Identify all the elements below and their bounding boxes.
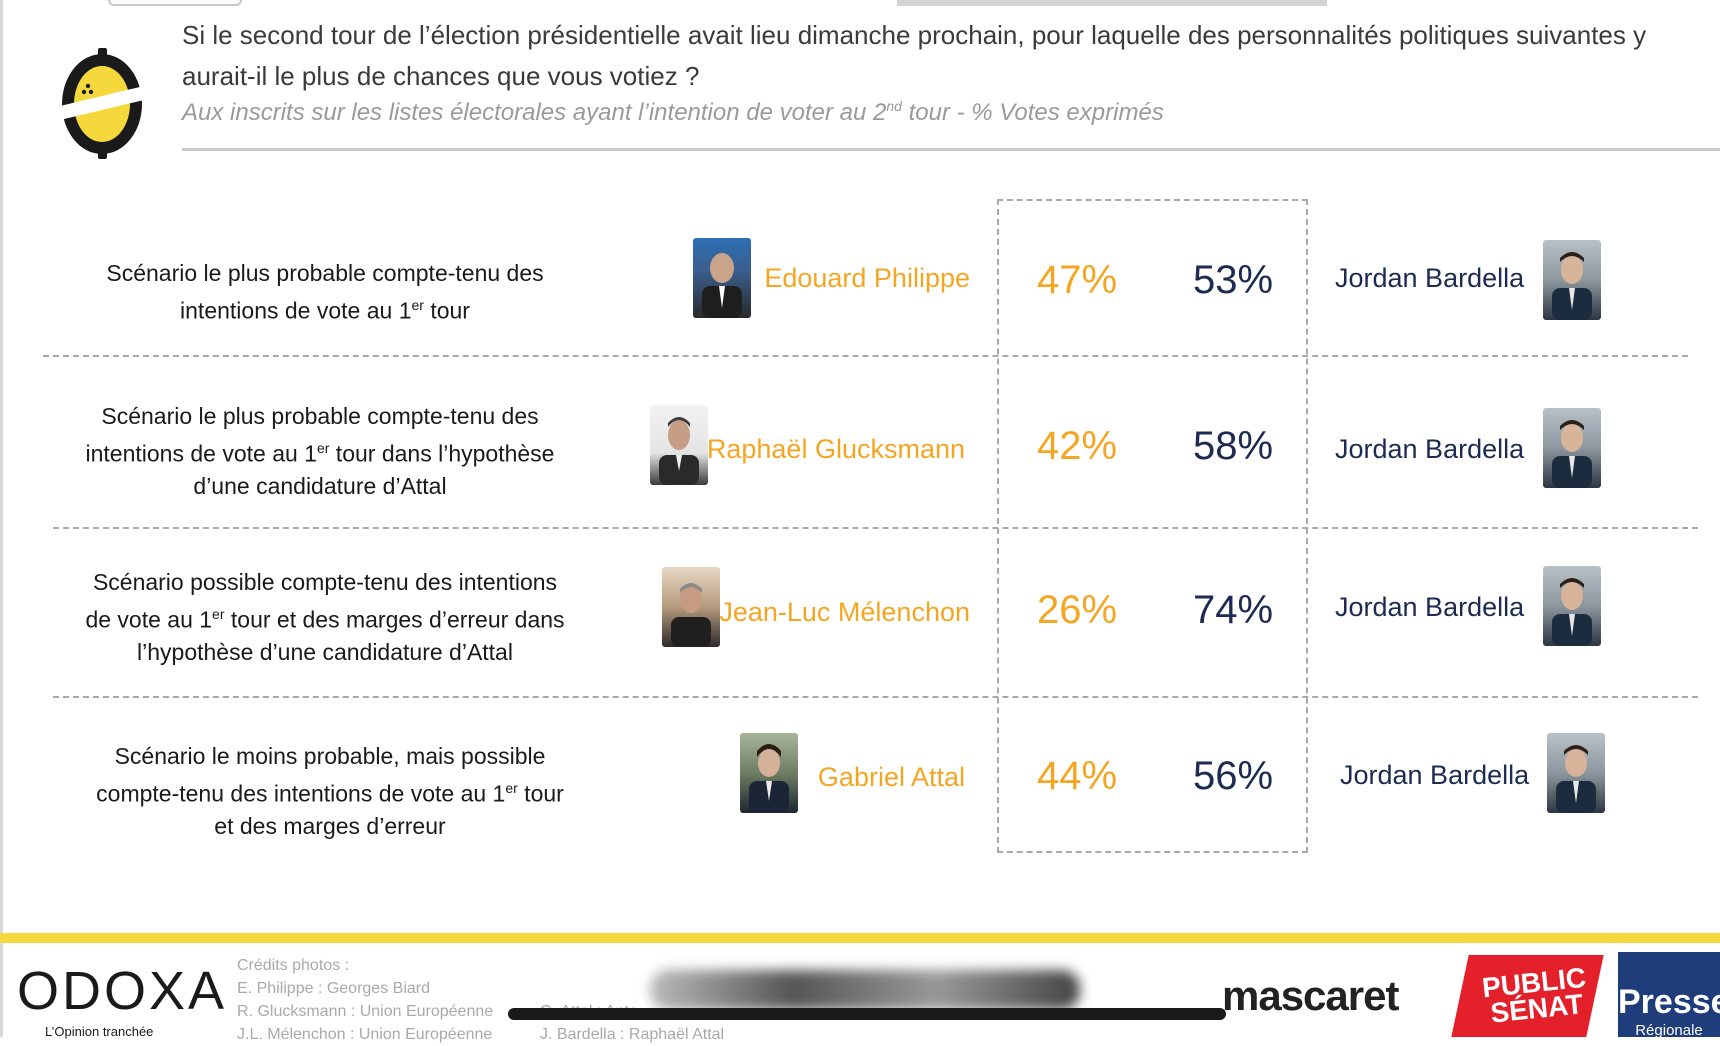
left-candidate-name: Gabriel Attal [817,762,965,792]
top-strip [897,0,1327,6]
presse-regionale-logo: Presse [1618,983,1720,1021]
left-candidate-name: Edouard Philippe [764,263,970,293]
row-divider [53,696,1698,698]
candidate-photo [693,238,751,318]
candidate-photo [1543,408,1601,488]
scenario-label: Scénario possible compte-tenu des intent… [85,569,565,665]
left-candidate-name: Raphaël Glucksmann [706,434,965,464]
right-percentage: 58% [1193,424,1274,468]
left-edge [0,0,3,1037]
right-candidate-name: Jordan Bardella [1340,760,1530,790]
row-divider [43,355,1688,357]
right-percentage: 56% [1193,754,1274,798]
left-percentage: 44% [1037,754,1118,798]
footer-band [0,933,1720,943]
candidate-photo [1543,566,1601,646]
left-percentage: 26% [1037,588,1118,632]
left-candidate-name: Jean-Luc Mélenchon [719,597,970,627]
photo-credits-bardella: J. Bardella : Raphaël Attal [540,1026,725,1043]
percent-column-box [997,199,1308,853]
candidate-photo [1543,240,1601,320]
home-indicator-bar[interactable] [508,1008,1226,1020]
odoxa-lemon-logo [60,48,144,159]
right-percentage: 74% [1193,588,1274,632]
title-rule [182,148,1720,151]
left-percentage: 47% [1037,258,1118,302]
candidate-photo [662,567,720,647]
left-percentage: 42% [1037,424,1118,468]
scenario-label: Scénario le plus probable compte-tenu de… [85,403,555,499]
candidate-photo [1547,733,1605,813]
presse-regionale-logo-sub: Régionale [1635,1022,1703,1039]
right-candidate-name: Jordan Bardella [1335,263,1525,293]
row-divider [53,527,1698,529]
blurred-overlay [650,970,1080,1010]
subtitle: Aux inscrits sur les listes électorales … [182,98,1164,126]
candidate-photo [740,733,798,813]
odoxa-logo: ODOXA [17,961,228,1021]
photo-credits: Crédits photos : E. Philippe : Georges B… [237,957,494,1043]
candidate-photo [650,405,708,485]
mascaret-logo: mascaret [1222,972,1399,1019]
public-senat-logo: PUBLIC SÉNAT [1480,961,1588,1029]
right-percentage: 53% [1193,258,1274,302]
scenario-label: Scénario le plus probable compte-tenu de… [106,260,544,324]
scenario-label: Scénario le moins probable, mais possibl… [96,743,564,839]
presse-regionale-logo-bg [1618,952,1720,1037]
question-title: Si le second tour de l’élection présiden… [182,20,1647,91]
right-candidate-name: Jordan Bardella [1335,592,1525,622]
top-tab[interactable] [108,0,242,6]
odoxa-tagline: L’Opinion tranchée [45,1024,154,1039]
right-candidate-name: Jordan Bardella [1335,434,1525,464]
